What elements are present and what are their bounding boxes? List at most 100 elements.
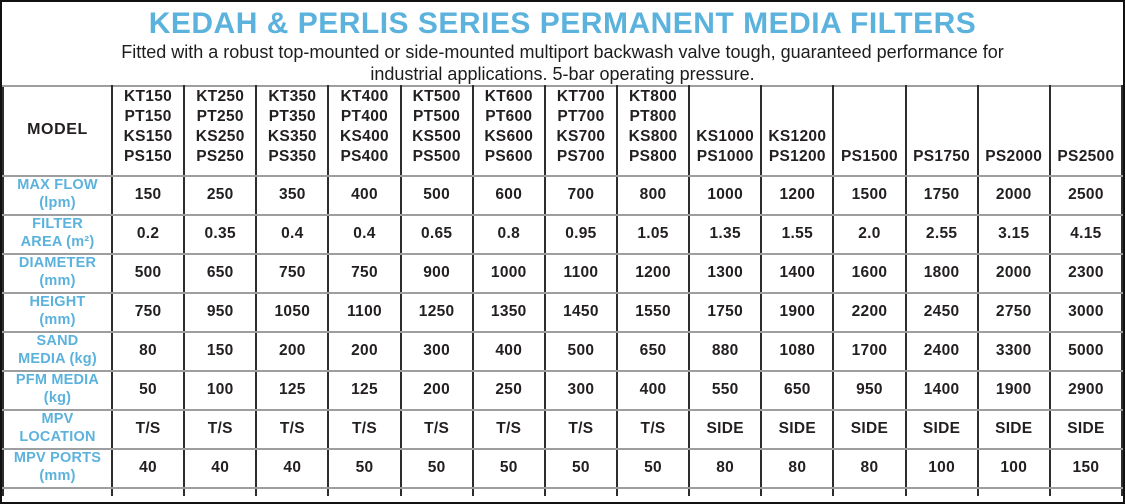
spec-cell-diameter-10: 1600	[832, 252, 907, 294]
spec-cell-mpv-location-3: T/S	[327, 408, 402, 450]
row-label-height: HEIGHT (mm)	[2, 291, 113, 333]
spec-cell-max-flow-6: 700	[543, 174, 618, 216]
model-column-header: KT500 PT500 KS500 PS500	[399, 85, 474, 177]
spec-cell-max-flow-5: 600	[471, 174, 546, 216]
spec-cell-diameter-8: 1300	[688, 252, 763, 294]
spec-cell-max-flow-12: 2000	[976, 174, 1051, 216]
spec-cell-sand-media-5: 400	[471, 330, 546, 372]
spec-cell-height-1: 950	[183, 291, 258, 333]
spec-cell-diameter-12: 2000	[976, 252, 1051, 294]
model-column-header: KT400 PT400 KS400 PS400	[327, 85, 402, 177]
row-label-filter-area: FILTER AREA (m²)	[2, 213, 113, 255]
spec-cell-height-9: 1900	[760, 291, 835, 333]
spec-cell-height-6: 1450	[543, 291, 618, 333]
spec-cell-sand-media-1: 150	[183, 330, 258, 372]
row-label-diameter: DIAMETER (mm)	[2, 252, 113, 294]
spec-cell-mpv-ports-1: 40	[183, 447, 258, 489]
cutoff-cell	[183, 486, 258, 496]
spec-cell-max-flow-13: 2500	[1048, 174, 1123, 216]
spec-cell-diameter-6: 1100	[543, 252, 618, 294]
spec-cell-filter-area-12: 3.15	[976, 213, 1051, 255]
spec-cell-mpv-location-7: T/S	[615, 408, 691, 450]
spec-table: MODEL KT150 PT150 KS150 PS150 KT250 PT250…	[2, 85, 1123, 496]
spec-cell-mpv-location-5: T/S	[471, 408, 546, 450]
row-label-mpv-location: MPV LOCATION	[2, 408, 113, 450]
spec-cell-height-12: 2750	[976, 291, 1051, 333]
spec-cell-sand-media-2: 200	[255, 330, 330, 372]
spec-cell-mpv-ports-10: 80	[832, 447, 907, 489]
spec-cell-sand-media-13: 5000	[1048, 330, 1123, 372]
cutoff-cell	[760, 486, 835, 496]
spec-cell-height-11: 2450	[904, 291, 979, 333]
spec-cell-height-10: 2200	[832, 291, 907, 333]
spec-cell-pfm-media-0: 50	[110, 369, 186, 411]
spec-cell-diameter-2: 750	[255, 252, 330, 294]
spec-table-body: MAX FLOW (lpm) 150 250 350 400 500 600 700 800 10…	[2, 174, 1123, 496]
spec-cell-height-13: 3000	[1048, 291, 1123, 333]
spec-cell-mpv-ports-11: 100	[904, 447, 979, 489]
spec-cell-filter-area-2: 0.4	[255, 213, 330, 255]
model-column-header: KT150 PT150 KS150 PS150	[110, 85, 186, 177]
spec-cell-sand-media-12: 3300	[976, 330, 1051, 372]
spec-cell-mpv-ports-5: 50	[471, 447, 546, 489]
spec-cell-height-0: 750	[110, 291, 186, 333]
spec-cell-filter-area-0: 0.2	[110, 213, 186, 255]
row-label-pfm-media: PFM MEDIA (kg)	[2, 369, 113, 411]
spec-cell-mpv-ports-8: 80	[688, 447, 763, 489]
row-label-max-flow: MAX FLOW (lpm)	[2, 174, 113, 216]
spec-cell-pfm-media-8: 550	[688, 369, 763, 411]
spec-row-mpv-location: MPV LOCATION T/S T/S T/S T/S T/S T/S T/S T/S SIDE…	[2, 408, 1123, 450]
spec-cell-sand-media-0: 80	[110, 330, 186, 372]
spec-row-pfm-media: PFM MEDIA (kg) 50 100 125 125 200 250 300 400 550…	[2, 369, 1123, 411]
spec-cell-mpv-location-4: T/S	[399, 408, 474, 450]
cutoff-cell	[255, 486, 330, 496]
spec-row-filter-area: FILTER AREA (m²) 0.2 0.35 0.4 0.4 0.65 0.8 0.95…	[2, 213, 1123, 255]
spec-cell-mpv-ports-2: 40	[255, 447, 330, 489]
cutoff-cell	[1048, 486, 1123, 496]
spec-cell-diameter-7: 1200	[615, 252, 691, 294]
model-column-header: KS1200 PS1200	[760, 85, 835, 177]
cutoff-cell	[615, 486, 691, 496]
spec-cell-mpv-location-0: T/S	[110, 408, 186, 450]
spec-cell-filter-area-4: 0.65	[399, 213, 474, 255]
model-column-header: KT600 PT600 KS600 PS600	[471, 85, 546, 177]
spec-cell-mpv-ports-9: 80	[760, 447, 835, 489]
spec-row-diameter: DIAMETER (mm) 500 650 750 750 900 1000 1100 1200…	[2, 252, 1123, 294]
spec-cell-height-7: 1550	[615, 291, 691, 333]
spec-cell-sand-media-3: 200	[327, 330, 402, 372]
cutoff-cell	[2, 486, 113, 496]
model-column-header: KS1000 PS1000	[688, 85, 763, 177]
spec-cell-diameter-3: 750	[327, 252, 402, 294]
cutoff-cell	[399, 486, 474, 496]
spec-cell-max-flow-7: 800	[615, 174, 691, 216]
spec-cell-max-flow-4: 500	[399, 174, 474, 216]
spec-cell-pfm-media-3: 125	[327, 369, 402, 411]
spec-row-max-flow: MAX FLOW (lpm) 150 250 350 400 500 600 700 800 10…	[2, 174, 1123, 216]
model-column-header: PS2500	[1048, 85, 1123, 177]
spec-row-sand-media: SAND MEDIA (kg) 80 150 200 200 300 400 500 650 88…	[2, 330, 1123, 372]
model-column-header: KT250 PT250 KS250 PS250	[183, 85, 258, 177]
row-label-mpv-ports: MPV PORTS (mm)	[2, 447, 113, 489]
spec-cell-filter-area-7: 1.05	[615, 213, 691, 255]
spec-cell-pfm-media-7: 400	[615, 369, 691, 411]
spec-cell-height-8: 1750	[688, 291, 763, 333]
spec-cell-mpv-location-13: SIDE	[1048, 408, 1123, 450]
row-label-sand-media: SAND MEDIA (kg)	[2, 330, 113, 372]
spec-cell-mpv-location-11: SIDE	[904, 408, 979, 450]
page-subtitle: Fitted with a robust top-mounted or side…	[121, 42, 1004, 84]
cutoff-cell	[688, 486, 763, 496]
spec-cell-mpv-ports-6: 50	[543, 447, 618, 489]
spec-row-height: HEIGHT (mm) 750 950 1050 1100 1250 1350 1450 155…	[2, 291, 1123, 333]
spec-cell-max-flow-9: 1200	[760, 174, 835, 216]
spec-cell-mpv-ports-0: 40	[110, 447, 186, 489]
spec-cell-sand-media-4: 300	[399, 330, 474, 372]
cutoff-cell	[110, 486, 186, 496]
spec-cell-diameter-1: 650	[183, 252, 258, 294]
spec-cell-pfm-media-9: 650	[760, 369, 835, 411]
spec-cell-diameter-5: 1000	[471, 252, 546, 294]
cutoff-cell	[832, 486, 907, 496]
spec-cell-mpv-location-9: SIDE	[760, 408, 835, 450]
spec-cell-filter-area-9: 1.55	[760, 213, 835, 255]
spec-cell-height-2: 1050	[255, 291, 330, 333]
model-column-header: PS2000	[976, 85, 1051, 177]
